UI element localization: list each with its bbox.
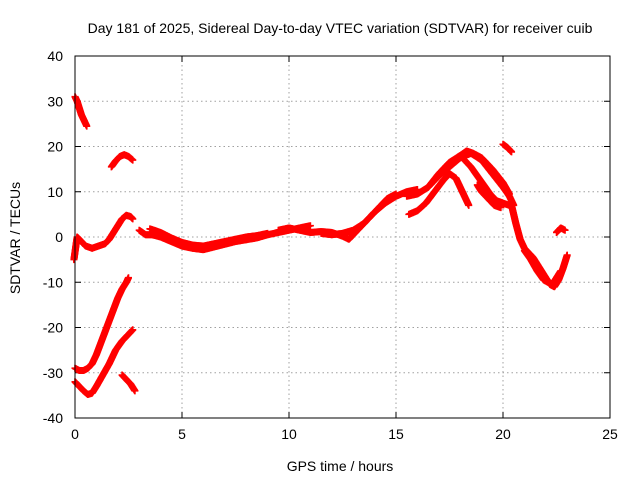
data-point <box>561 226 569 234</box>
series-arc-1 <box>71 93 91 130</box>
data-point <box>508 148 516 156</box>
chart-title: Day 181 of 2025, Sidereal Day-to-day VTE… <box>88 20 593 36</box>
series-arc-2 <box>107 151 137 171</box>
data-point <box>129 215 137 223</box>
series-arc-14 <box>460 156 513 209</box>
y-axis-label: SDTVAR / TECUs <box>7 182 23 294</box>
y-tick-label: -40 <box>43 410 63 426</box>
data-series <box>70 93 571 398</box>
series-arc-18 <box>520 247 565 289</box>
data-point <box>264 229 272 237</box>
data-point <box>83 122 91 130</box>
data-point <box>131 387 139 395</box>
y-tick-label: -20 <box>43 320 63 336</box>
y-tick-label: 40 <box>47 48 63 64</box>
x-tick-label: 20 <box>495 426 511 442</box>
data-point <box>129 156 137 164</box>
data-point <box>563 251 571 259</box>
series-arc-3 <box>70 211 137 264</box>
x-tick-labels: 0 5 10 15 20 25 <box>71 426 618 442</box>
data-point <box>497 204 505 212</box>
x-axis-label: GPS time / hours <box>287 458 394 474</box>
series-arc-6 <box>118 371 139 395</box>
x-tick-label: 15 <box>388 426 404 442</box>
y-tick-label: 10 <box>47 184 63 200</box>
series-arc-4 <box>71 274 132 374</box>
y-tick-label: -10 <box>43 274 63 290</box>
data-point <box>557 267 565 275</box>
x-tick-label: 10 <box>281 426 297 442</box>
x-tick-label: 0 <box>71 426 79 442</box>
y-tick-labels: -40 -30 -20 -10 0 10 20 30 40 <box>43 48 63 426</box>
data-point <box>129 326 137 334</box>
series-arc-8 <box>146 225 272 250</box>
data-point <box>125 274 132 282</box>
series-arc-15 <box>473 181 505 212</box>
x-tick-label: 5 <box>178 426 186 442</box>
series-arc-16 <box>499 140 516 156</box>
series-arc-13 <box>405 170 473 218</box>
series-arc-10 <box>317 185 421 239</box>
x-tick-label: 25 <box>602 426 618 442</box>
y-tick-label: 30 <box>47 93 63 109</box>
y-tick-label: -30 <box>43 365 63 381</box>
data-point <box>306 222 314 230</box>
plot-frame <box>74 55 611 419</box>
data-point <box>465 201 473 209</box>
series-arc-5 <box>71 326 137 398</box>
series-arc-19 <box>553 224 569 236</box>
y-tick-label: 20 <box>47 139 63 155</box>
y-tick-label: 0 <box>55 229 63 245</box>
